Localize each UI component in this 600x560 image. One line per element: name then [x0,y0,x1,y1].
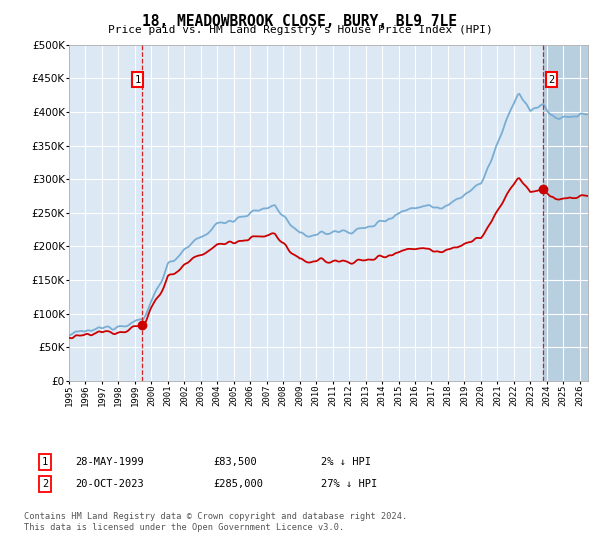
Text: £285,000: £285,000 [213,479,263,489]
Bar [542,45,588,381]
Text: 27% ↓ HPI: 27% ↓ HPI [321,479,377,489]
Text: 20-OCT-2023: 20-OCT-2023 [75,479,144,489]
Text: 28-MAY-1999: 28-MAY-1999 [75,457,144,467]
Text: £83,500: £83,500 [213,457,257,467]
Text: 1: 1 [134,74,141,85]
Text: Contains HM Land Registry data © Crown copyright and database right 2024.
This d: Contains HM Land Registry data © Crown c… [24,512,407,532]
Text: 1: 1 [42,457,48,467]
Text: 2% ↓ HPI: 2% ↓ HPI [321,457,371,467]
Text: 18, MEADOWBROOK CLOSE, BURY, BL9 7LE: 18, MEADOWBROOK CLOSE, BURY, BL9 7LE [143,14,458,29]
Text: 2: 2 [42,479,48,489]
Text: 2: 2 [548,74,555,85]
Text: Price paid vs. HM Land Registry's House Price Index (HPI): Price paid vs. HM Land Registry's House … [107,25,493,35]
